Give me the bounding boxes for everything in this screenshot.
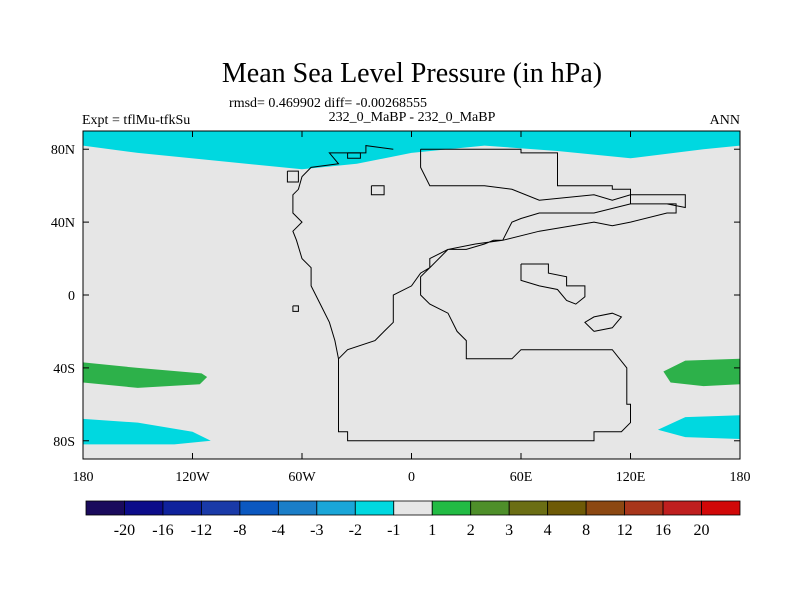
region-se-pacific-high xyxy=(663,358,740,387)
colorbar-label: -4 xyxy=(272,522,285,539)
colorbar-label: -1 xyxy=(387,522,400,539)
x-tick-label: 120W xyxy=(175,470,210,485)
colorbar-swatch xyxy=(470,500,510,516)
colorbar-label: 8 xyxy=(582,522,590,539)
stats-label: rmsd= 0.469902 diff= -0.00268555 xyxy=(229,96,427,111)
coastlines xyxy=(286,145,686,442)
coastline-north-island-3 xyxy=(370,185,385,196)
coastline-east-inlet xyxy=(584,312,623,332)
colorbar-swatch xyxy=(393,500,433,516)
colorbar-label: 16 xyxy=(655,522,671,539)
colorbar-swatch xyxy=(662,500,702,516)
colorbar-swatch xyxy=(508,500,549,516)
colorbar-swatch xyxy=(701,500,741,516)
experiment-label: Expt = tflMu-tfkSu xyxy=(82,113,190,128)
y-tick-label: 40N xyxy=(51,216,75,231)
y-tick-label: 80S xyxy=(53,435,75,450)
colorbar-label: 1 xyxy=(428,522,436,539)
region-sw-southern-low xyxy=(83,418,211,445)
colorbar-label: -20 xyxy=(114,522,135,539)
colorbar-label: -16 xyxy=(152,522,173,539)
chart-title: Mean Sea Level Pressure (in hPa) xyxy=(222,58,602,89)
y-tick-label: 80N xyxy=(51,143,75,158)
colorbar-label: -2 xyxy=(349,522,362,539)
map-background xyxy=(83,131,740,459)
colorbar-label: -8 xyxy=(233,522,246,539)
region-sw-pacific-high xyxy=(83,362,208,388)
map-plot xyxy=(82,130,741,460)
colorbar-swatch xyxy=(85,500,125,516)
colorbar-label: 20 xyxy=(694,522,710,539)
colorbar-label: 3 xyxy=(505,522,513,539)
x-tick-label: 60E xyxy=(510,470,533,485)
colorbar-swatch xyxy=(277,500,318,516)
x-tick-label: 0 xyxy=(408,470,415,485)
coastline-inner-gulf xyxy=(520,263,586,305)
coastline-pangaea-outline xyxy=(338,148,686,442)
y-tick-label: 40S xyxy=(53,362,75,377)
colorbar-swatch xyxy=(162,500,202,516)
colorbar-swatch xyxy=(201,500,241,516)
coastline-western-coast xyxy=(292,145,394,359)
colorbar-label: -12 xyxy=(191,522,212,539)
colorbar-label: -3 xyxy=(310,522,323,539)
axis-ticks: 180 120W 60W 0 60E 120E 180 80N 40N 0 40S 80S xyxy=(51,131,751,485)
colorbar-swatch xyxy=(239,500,279,516)
y-tick-label: 0 xyxy=(68,289,75,304)
anomaly-regions xyxy=(83,131,740,445)
x-tick-label: 120E xyxy=(616,470,646,485)
region-arctic-band xyxy=(83,131,740,170)
colorbar-swatch xyxy=(624,500,664,516)
colorbar-swatch xyxy=(431,500,472,516)
coastline-north-island-2 xyxy=(286,170,299,183)
colorbar-swatch xyxy=(585,500,625,516)
x-tick-label: 180 xyxy=(73,470,94,485)
colorbar-label: 12 xyxy=(617,522,633,539)
colorbar-label: 2 xyxy=(467,522,475,539)
colorbar-swatch xyxy=(354,500,395,516)
center-label: 232_0_MaBP - 232_0_MaBP xyxy=(329,110,496,125)
coastline-north-island-1 xyxy=(347,152,361,159)
colorbar-swatch xyxy=(316,500,356,516)
colorbar-label: 4 xyxy=(544,522,552,539)
colorbar: -20 -16 -12 -8 -4 -3 -2 -1 1 2 3 4 8 12 16 20 xyxy=(85,500,741,539)
region-se-southern-low xyxy=(657,415,740,439)
colorbar-swatch xyxy=(547,500,587,516)
x-tick-label: 180 xyxy=(730,470,751,485)
colorbar-swatch xyxy=(124,500,164,516)
season-label: ANN xyxy=(710,113,740,128)
coastline-small-island xyxy=(292,305,299,312)
x-tick-label: 60W xyxy=(288,470,316,485)
